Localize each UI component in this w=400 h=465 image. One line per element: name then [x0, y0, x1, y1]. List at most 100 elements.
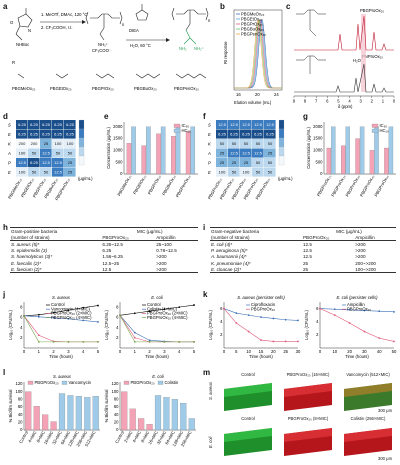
heatmap-d-colorbar-segment — [78, 137, 85, 148]
persister-curve-s-aureus: S. aureus (persister cells) 2 4 6 0 5 10 15 20 25… — [208, 295, 301, 359]
line-series — [319, 308, 395, 313]
heatmap-d-row-label: S — [8, 122, 11, 127]
heatmap-d-cell — [16, 139, 28, 149]
table-h-cell: E. faecium (2)* — [10, 266, 102, 274]
heatmap-f-colorbar-segment — [278, 146, 285, 157]
intermediate-polymer-structure — [85, 11, 123, 41]
heatmap-f-cell-value: 12.5 — [230, 150, 239, 155]
bar-legend-swatch — [173, 123, 181, 128]
line-legend-label: Ampicillin — [347, 302, 365, 307]
bar-ytick-label: 1500 — [313, 136, 323, 141]
table-h-col1-header: Gram-positive bacteria — [10, 227, 102, 235]
line-xtick-label: 20 — [271, 349, 276, 354]
heatmap-d-cell — [64, 158, 76, 168]
line-series — [23, 315, 99, 323]
panel-label-g: g — [303, 112, 308, 121]
polymer-name-4: PBGBuOx₂₀ — [134, 86, 157, 91]
line-xtick-label: 20 — [347, 349, 352, 354]
line-xtick-label: 2 — [148, 349, 151, 354]
bar-category-label: PBGProOx₅₀ — [373, 174, 390, 198]
biofilm-ytick-label: 40 — [114, 412, 119, 417]
line-legend-label: Vancomycin (4×MIC) — [51, 306, 91, 311]
heatmap-f-cell-value: 12.5 — [218, 122, 227, 127]
bar-legend-label: IC₅₀ — [380, 123, 388, 128]
heatmap-f-cell — [252, 148, 264, 158]
biofilm-ylabel: % Biofilm survival — [8, 390, 13, 423]
biofilm-ytick-label: 120 — [16, 381, 24, 386]
heatmap-f-row-label: A — [207, 151, 211, 156]
panel-label-f: f — [203, 112, 206, 121]
line-xtick-label: 3 — [163, 349, 166, 354]
bar-legend-label: HC₁₀ — [380, 128, 389, 133]
bar-ic50 — [384, 147, 389, 175]
biofilm-category-label: 64×MIC — [60, 430, 72, 445]
line-ytick-label: 2 — [20, 335, 23, 340]
micro-col-bottom-2: PBGProOx₂₀ (8×MIC) — [287, 416, 329, 421]
bar-ytick-label: 500 — [316, 159, 324, 164]
table-h-col1-subheader: (number of strains) — [10, 234, 102, 242]
heatmap-d-cell-value: 6.25 — [42, 122, 51, 127]
guanidinium-group — [183, 29, 197, 45]
biofilm-bar — [163, 397, 170, 431]
heatmap-d-cell — [28, 129, 40, 139]
biofilm-legend-swatch — [157, 380, 164, 385]
micro-image-ecoli-colistin — [344, 428, 392, 456]
scalebar-bottom: 300 μm — [378, 456, 393, 461]
biofilm-bar — [154, 395, 162, 431]
line-ytick-label: 6 — [116, 315, 119, 320]
heatmap-f-cell-value: 25 — [220, 150, 225, 155]
nmr-tick-label: 1 — [382, 99, 385, 104]
biofilm-bar — [171, 399, 178, 431]
heatmap-f-colorbar-segment — [278, 155, 285, 166]
step1-label: 1. MeOTf, DMAc, 120 °C — [41, 12, 87, 17]
table-h-col2-header: PBGProOx₂₀ — [101, 234, 156, 242]
heatmap-f-cell — [216, 139, 228, 149]
table-h-row: S. aureus (5)* 6.25~12.5 25~100 — [10, 241, 198, 248]
nmr-trace-top — [294, 15, 394, 51]
table-i-cell: 200~>200 — [355, 260, 376, 266]
nmr-highlight-band — [361, 14, 366, 92]
biofilm-ytick-label: 100 — [16, 389, 24, 394]
line-xlabel: Time (hours) — [249, 354, 273, 359]
bar-ytick-label: 2000 — [313, 124, 323, 129]
biofilm-bar — [138, 418, 145, 431]
biofilm-legend-swatch — [27, 380, 34, 385]
gpc-legend: PBGMeOx₂₀PBGEtOx₂₀PBGPrOx₂₀PBGBuOx₂₀PBGP… — [236, 11, 266, 36]
bar-ic50 — [171, 136, 176, 175]
heatmap-d-cell-value: 6.25 — [30, 160, 39, 165]
biofilm-legend-swatch — [61, 380, 68, 385]
line-legend-label: PBGProOx₂₀ (4×MIC) — [147, 315, 188, 320]
nmr-structure-bottom — [296, 55, 326, 74]
heatmap-f-cell — [240, 167, 252, 177]
biofilm-bar — [58, 393, 66, 431]
table-i-row: E. coli (4)* 12.5 >200 — [210, 241, 396, 248]
heatmap-f-cell — [240, 158, 252, 168]
line-ytick-label: 2 — [116, 335, 119, 340]
micro-col-top-3: Vancomycin (512×MIC) — [346, 372, 390, 377]
biofilm-bar — [92, 396, 99, 431]
heatmap-f-row-label: K — [208, 141, 211, 146]
heatmap-f-cell-value: 12.5 — [242, 150, 251, 155]
biofilm-category-label: 16×MIC — [43, 430, 55, 445]
table-h-cell: 12.5~25 — [102, 260, 120, 266]
heatmap-f-cell — [228, 148, 240, 158]
line-point — [97, 321, 99, 323]
heatmap-f-col-labels: PBGProOx₁₀PBGProOx₂₀PBGProOx₃₀PBGProOx₄₀… — [207, 177, 271, 201]
heatmap-d-cell-value: 12.5 — [18, 160, 27, 165]
heatmap-d-cell-value: 6.25 — [18, 131, 27, 136]
heatmap-f-row-label: E — [208, 170, 211, 175]
nmr-trace-bottom — [294, 63, 394, 93]
heatmap-d-cell-value: 100 — [19, 150, 26, 155]
nmr-tick-label: 8 — [304, 99, 307, 104]
biofilm-bar-e-coli: E. coli 0 20 40 60 80 100 120% Biofilm survival… — [104, 374, 196, 447]
biofilm-ytick-label: 20 — [18, 420, 23, 425]
bar-ytick-label: 1000 — [113, 148, 123, 153]
biofilm-legend-label: PBGProOx₂₀ — [35, 380, 59, 385]
heatmap-f-cell-value: 50 — [256, 169, 261, 174]
heatmap-f-cell-value: 50 — [244, 141, 249, 146]
bar-ic50 — [141, 145, 147, 175]
heatmap-f-cell-value: 100 — [219, 169, 226, 174]
line-title: S. aureus (persister cells) — [237, 295, 285, 300]
heatmap-f-cell — [264, 139, 276, 149]
